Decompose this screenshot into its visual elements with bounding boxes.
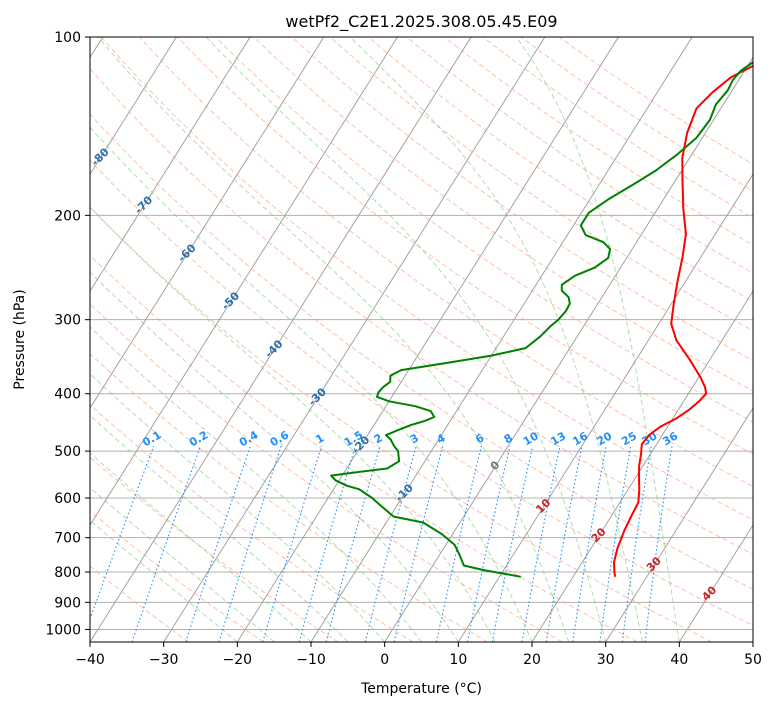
x-tick-label: 10 — [449, 652, 467, 668]
y-tick-label: 100 — [54, 30, 81, 46]
x-tick-label: −10 — [296, 652, 326, 668]
y-axis-label: Pressure (hPa) — [12, 289, 28, 389]
y-tick-label: 400 — [54, 387, 81, 403]
y-tick-label: 900 — [54, 595, 81, 611]
y-tick-label: 300 — [54, 313, 81, 329]
x-tick-label: 20 — [523, 652, 541, 668]
x-tick-label: −30 — [149, 652, 179, 668]
x-tick-label: 0 — [380, 652, 389, 668]
x-tick-label: 40 — [670, 652, 688, 668]
x-tick-label: −40 — [75, 652, 105, 668]
x-tick-label: −20 — [223, 652, 253, 668]
x-tick-label: 30 — [597, 652, 615, 668]
y-tick-label: 200 — [54, 208, 81, 224]
y-tick-label: 1000 — [45, 622, 81, 638]
chart-title: wetPf2_C2E1.2025.308.05.45.E09 — [285, 12, 557, 32]
y-tick-label: 700 — [54, 531, 81, 547]
x-tick-label: 50 — [744, 652, 762, 668]
y-tick-label: 500 — [54, 444, 81, 460]
x-axis-label: Temperature (°C) — [360, 681, 482, 697]
y-tick-label: 800 — [54, 565, 81, 581]
y-tick-label: 600 — [54, 491, 81, 507]
